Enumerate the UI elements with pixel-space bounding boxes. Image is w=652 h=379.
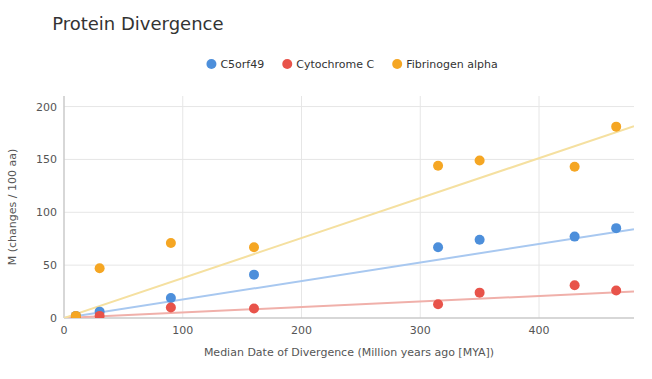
- scatter-point: [166, 302, 176, 312]
- y-grid-line: [64, 212, 634, 213]
- scatter-point: [475, 235, 485, 245]
- plot-area: [64, 122, 634, 318]
- legend-label: C5orf49: [220, 58, 264, 71]
- scatter-point: [570, 280, 580, 290]
- scatter-point: [71, 311, 81, 318]
- y-tick-label: 0: [50, 312, 57, 325]
- scatter-point: [249, 303, 259, 313]
- scatter-point: [166, 238, 176, 248]
- title: Protein Divergence: [52, 13, 223, 34]
- x-grid-line: [182, 96, 183, 318]
- x-tick-label: 0: [61, 324, 68, 337]
- x-grid-line: [539, 96, 540, 318]
- legend-marker: [392, 59, 402, 69]
- scatter-point: [166, 293, 176, 303]
- legend-item: C5orf49: [206, 58, 264, 71]
- y-tick-label: 150: [36, 153, 57, 166]
- scatter-point: [433, 299, 443, 309]
- y-grid-line: [64, 265, 634, 266]
- grid: [64, 96, 634, 318]
- x-grid-line: [64, 96, 65, 318]
- chart: 0 100 200 300 400 0 50 100 150 200 Protein Diverge…: [0, 0, 652, 379]
- legend-label: Fibrinogen alpha: [406, 58, 498, 71]
- scatter-point: [71, 311, 81, 318]
- legend-item: Cytochrome C: [282, 58, 374, 71]
- scatter-point: [95, 263, 105, 273]
- y-axis-label: M (changes / 100 aa): [6, 149, 19, 265]
- x-axis-label: Median Date of Divergence (Million years…: [204, 346, 494, 359]
- trend-line: [64, 292, 634, 318]
- legend-marker: [206, 59, 216, 69]
- y-grid-line: [64, 106, 634, 107]
- x-grid-line: [420, 96, 421, 318]
- legend-item: Fibrinogen alpha: [392, 58, 498, 71]
- x-tick-label: 100: [172, 324, 193, 337]
- x-tick-label: 400: [529, 324, 550, 337]
- y-grid-line: [64, 159, 634, 160]
- scatter-point: [475, 288, 485, 298]
- scatter-point: [611, 223, 621, 233]
- y-tick-label: 50: [43, 259, 57, 272]
- x-axis-line: [64, 318, 634, 319]
- trend-line: [64, 126, 634, 318]
- trend-line: [64, 229, 634, 318]
- x-tick-label: 200: [291, 324, 312, 337]
- y-grid-line: [64, 318, 634, 319]
- scatter-point: [95, 311, 105, 318]
- scatter-point: [249, 270, 259, 280]
- legend-marker: [282, 59, 292, 69]
- scatter-point: [249, 242, 259, 252]
- legend: C5orf49 Cytochrome C Fibrinogen alpha: [206, 58, 497, 71]
- scatter-point: [570, 162, 580, 172]
- y-axis-line: [64, 96, 65, 318]
- scatter-point: [433, 161, 443, 171]
- scatter-point: [570, 232, 580, 242]
- scatter-point: [611, 286, 621, 296]
- legend-label: Cytochrome C: [296, 58, 374, 71]
- y-tick-label: 200: [36, 101, 57, 114]
- x-grid-line: [301, 96, 302, 318]
- scatter-point: [475, 155, 485, 165]
- scatter-point: [611, 122, 621, 132]
- scatter-point: [433, 242, 443, 252]
- x-tick-label: 300: [410, 324, 431, 337]
- y-tick-label: 100: [36, 206, 57, 219]
